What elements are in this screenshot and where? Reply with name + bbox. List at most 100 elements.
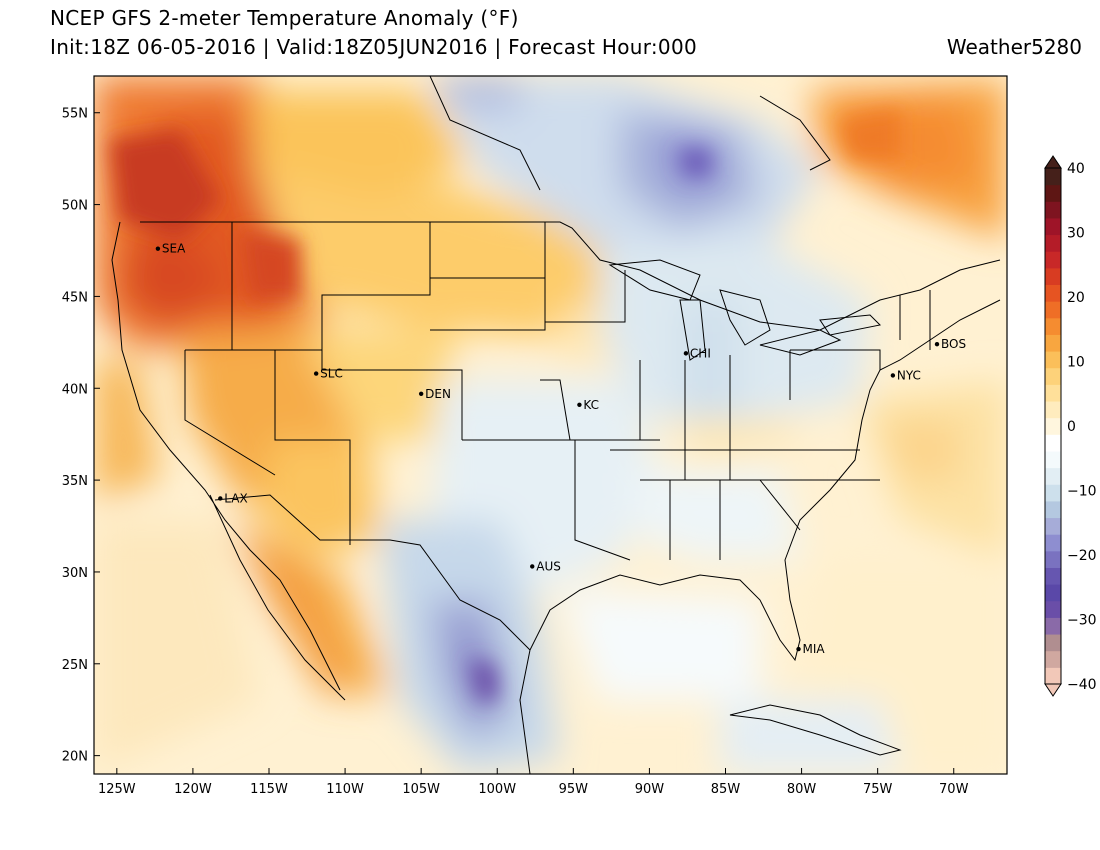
- gulf-coastline: [529, 299, 1001, 662]
- colorbar-bin: [1045, 351, 1061, 369]
- city-label-aus: AUS: [536, 559, 561, 573]
- city-dot-nyc: [890, 373, 896, 378]
- colorbar-bin: [1045, 550, 1061, 568]
- colorbar-bin: [1045, 217, 1061, 236]
- colorbar-bin: [1045, 168, 1061, 186]
- us-canada-border: [140, 221, 1001, 331]
- colorbar-bin: [1045, 334, 1061, 352]
- colorbar-bin: [1045, 467, 1061, 485]
- colorbar-bin: [1045, 500, 1061, 519]
- lat-tick-label: 40N: [62, 382, 88, 397]
- city-label-chi: CHI: [690, 346, 711, 360]
- colorbar-bin: [1045, 517, 1061, 535]
- colorbar-bin: [1045, 267, 1061, 286]
- lat-tick-label: 20N: [62, 750, 88, 765]
- colorbar-bin: [1045, 201, 1061, 219]
- colorbar-bin: [1045, 301, 1061, 319]
- colorbar-bin: [1045, 617, 1061, 635]
- lon-tick-label: 115W: [250, 782, 288, 797]
- lon-tick-label: 100W: [478, 782, 516, 797]
- colorbar-bin: [1045, 184, 1061, 202]
- colorbar-label: 20: [1067, 290, 1085, 306]
- city-label-bos: BOS: [941, 337, 966, 351]
- city-label-sea: SEA: [162, 242, 186, 256]
- city-markers: SEA SLC DEN KC CHI NYC BOS LAX AUS MIA: [155, 242, 966, 656]
- lat-tick-label: 45N: [62, 290, 88, 305]
- city-label-slc: SLC: [320, 367, 343, 381]
- lon-tick-label: 95W: [559, 782, 589, 797]
- colorbar: 40 30 20 10 0 −10 −20 −30 −40: [1044, 155, 1097, 697]
- lon-tick-label: 125W: [98, 782, 136, 797]
- colorbar-bin: [1045, 450, 1061, 469]
- city-dot-aus: [530, 564, 535, 569]
- city-dot-sea: [155, 246, 161, 251]
- colorbar-bin: [1045, 534, 1061, 552]
- city-label-mia: MIA: [803, 642, 826, 656]
- pacific-coastline: [111, 221, 346, 701]
- lon-tick-label: 70W: [939, 782, 969, 797]
- anomaly-field: [94, 76, 1007, 774]
- colorbar-bin: [1045, 367, 1061, 385]
- city-dot-slc: [313, 371, 319, 376]
- longitude-axis: 125W 120W 115W 110W 105W 100W 95W 90W 85W 80W 75W 7…: [98, 768, 969, 797]
- lat-tick-label: 55N: [62, 107, 88, 122]
- colorbar-max-arrow: [1044, 155, 1062, 169]
- geographic-boundaries: [111, 76, 1001, 774]
- city-dot-den: [418, 391, 424, 396]
- lon-tick-label: 110W: [326, 782, 364, 797]
- colorbar-label: 30: [1067, 226, 1085, 242]
- colorbar-bin: [1045, 667, 1061, 685]
- us-mexico-border: [214, 494, 531, 651]
- map-title: NCEP GFS 2-meter Temperature Anomaly (°F…: [50, 6, 519, 30]
- northern-plains-warm: [250, 150, 600, 340]
- colorbar-bin: [1045, 401, 1061, 419]
- city-dot-kc: [577, 402, 582, 407]
- colorbar-bin: [1045, 234, 1061, 252]
- map-subtitle: Init:18Z 06-05-2016 | Valid:18Z05JUN2016…: [50, 35, 698, 59]
- cuba: [729, 704, 902, 756]
- brand-label: Weather5280: [946, 35, 1082, 59]
- colorbar-bin: [1045, 584, 1061, 602]
- colorbar-bin: [1045, 434, 1061, 452]
- colorbar-bin: [1045, 384, 1061, 402]
- colorbar-bin: [1045, 251, 1061, 269]
- city-dot-lax: [218, 496, 223, 501]
- lat-tick-label: 35N: [62, 474, 88, 489]
- mexico-east-coast: [519, 649, 531, 774]
- colorbar-bin: [1045, 417, 1061, 435]
- city-label-kc: KC: [583, 398, 599, 412]
- lon-tick-label: 80W: [787, 782, 817, 797]
- lat-tick-label: 25N: [62, 658, 88, 673]
- hudson-bay: [429, 76, 831, 191]
- state-lines: [184, 222, 931, 561]
- colorbar-bin: [1045, 284, 1061, 302]
- colorbar-label: −10: [1067, 484, 1097, 500]
- latitude-axis: 55N 50N 45N 40N 35N 30N 25N 20N: [62, 107, 100, 765]
- city-dot-mia: [796, 646, 801, 652]
- lon-tick-label: 90W: [635, 782, 665, 797]
- city-label-den: DEN: [425, 387, 451, 401]
- city-label-nyc: NYC: [897, 368, 921, 382]
- colorbar-label: 0: [1067, 419, 1076, 435]
- colorbar-label: −40: [1067, 677, 1097, 693]
- colorbar-bin: [1045, 567, 1061, 585]
- colorbar-label: 40: [1067, 161, 1085, 177]
- lon-tick-label: 85W: [711, 782, 741, 797]
- colorbar-bin: [1045, 600, 1061, 618]
- city-dot-bos: [934, 341, 940, 347]
- lon-tick-label: 105W: [402, 782, 440, 797]
- great-lakes: [608, 259, 882, 361]
- colorbar-label: 10: [1067, 355, 1085, 371]
- city-label-lax: LAX: [224, 491, 247, 505]
- colorbar-bin: [1045, 484, 1061, 502]
- city-dot-chi: [683, 351, 689, 356]
- colorbar-label: −20: [1067, 548, 1097, 564]
- lon-tick-label: 120W: [174, 782, 212, 797]
- lat-tick-label: 30N: [62, 566, 88, 581]
- colorbar-bin: [1045, 650, 1061, 668]
- colorbar-frame: [1044, 167, 1062, 685]
- lat-tick-label: 50N: [62, 199, 88, 214]
- lon-tick-label: 75W: [863, 782, 893, 797]
- colorbar-label: −30: [1067, 613, 1097, 629]
